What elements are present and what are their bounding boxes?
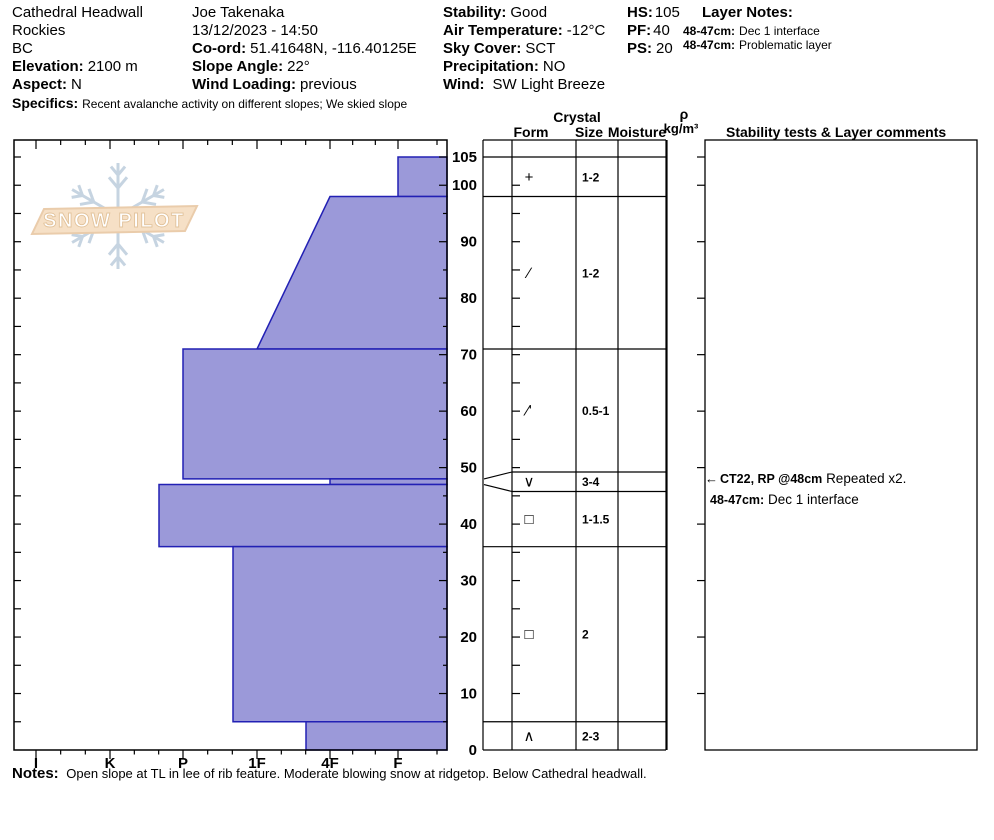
hs-total-depth: HS: 105: [627, 4, 680, 21]
svg-text:□: □: [524, 511, 533, 528]
axis-labels: 0 10 20 30 40 50 60 70 80 90 100 105 I K P 1F 4F F: [34, 149, 477, 772]
sky-cover: Sky Cover: SCT: [443, 40, 556, 57]
svg-text:90: 90: [460, 234, 477, 251]
svg-text:1-2: 1-2: [582, 170, 600, 184]
aspect: Aspect: N: [12, 76, 82, 93]
stability-test-result: ← CT22, RP @48cm Repeated x2.: [705, 471, 907, 486]
wind-loading: Wind Loading: previous: [192, 76, 357, 93]
left-arrow-icon: ←: [705, 471, 718, 486]
stability: Stability: Good: [443, 4, 548, 21]
svg-text:□: □: [524, 626, 533, 643]
svg-text:1F: 1F: [248, 755, 266, 772]
datetime: 13/12/2023 - 14:50: [192, 22, 318, 39]
svg-text:+: +: [525, 169, 534, 186]
svg-text:70: 70: [460, 347, 477, 364]
col-header-density-rho: ρ: [679, 106, 689, 122]
crystal-table-grid: [482, 139, 978, 751]
layer-note-item: 48-47cm: Dec 1 interface: [683, 24, 820, 38]
svg-text:F: F: [393, 755, 402, 772]
snowpilot-watermark: SNOW PILOT: [30, 163, 199, 269]
svg-text:3-4: 3-4: [582, 475, 600, 489]
pit-notes: Notes: Open slope at TL in lee of rib fe…: [12, 765, 647, 782]
svg-text:10: 10: [460, 686, 477, 703]
hardness-layers: [158, 156, 448, 751]
precipitation: Precipitation: NO: [443, 58, 566, 75]
svg-text:2-3: 2-3: [582, 729, 600, 743]
crystal-form-symbols: +1-2 ∕ 1-2 ∕ʹ 0.5-1 ∨ 3-4 □ 1-1.5 □ 2 ∧ 2-3: [522, 169, 609, 745]
col-header-form: Form: [513, 124, 549, 140]
svg-text:1-1.5: 1-1.5: [582, 513, 610, 527]
col-header-density-units: kg/m³: [663, 121, 699, 136]
svg-text:I: I: [34, 755, 38, 772]
col-header-size: Size: [574, 124, 603, 140]
svg-text:60: 60: [460, 403, 477, 420]
coordinates: Co-ord: 51.41648N, -116.40125E: [192, 40, 417, 57]
col-header-stability-comments: Stability tests & Layer comments: [726, 124, 947, 140]
svg-text:∧: ∧: [524, 728, 535, 745]
layer-comment: 48-47cm: Dec 1 interface: [710, 492, 859, 507]
svg-text:K: K: [105, 755, 116, 772]
region: BC: [12, 40, 33, 57]
elevation: Elevation: 2100 m: [12, 58, 138, 75]
layer-notes-title: Layer Notes:: [702, 4, 793, 21]
svg-text:80: 80: [460, 290, 477, 307]
svg-text:20: 20: [460, 629, 477, 646]
svg-text:1-2: 1-2: [582, 266, 600, 280]
svg-text:0.5-1: 0.5-1: [582, 404, 610, 418]
plot-frame-and-ticks: [13, 139, 448, 759]
svg-text:30: 30: [460, 573, 477, 590]
wind: Wind: SW Light Breeze: [443, 76, 606, 93]
layer-note-item: 48-47cm: Problematic layer: [683, 38, 832, 52]
svg-text:∕: ∕: [524, 265, 533, 282]
pit-name: Cathedral Headwall: [12, 4, 143, 21]
svg-text:105: 105: [452, 149, 477, 166]
svg-text:40: 40: [460, 516, 477, 533]
svg-text:2: 2: [582, 628, 589, 642]
svg-text:0: 0: [469, 742, 477, 759]
svg-text:50: 50: [460, 460, 477, 477]
svg-text:P: P: [178, 755, 188, 772]
svg-text:∕ʹ: ∕ʹ: [522, 403, 532, 420]
slope-angle: Slope Angle: 22°: [192, 58, 310, 75]
col-header-moisture: Moisture: [607, 124, 667, 140]
col-header-crystal: Crystal: [553, 109, 601, 125]
ps-profile-start: PS: 20: [627, 40, 673, 57]
range: Rockies: [12, 22, 66, 39]
air-temperature: Air Temperature: -12°C: [443, 22, 606, 39]
svg-text:100: 100: [452, 177, 477, 194]
svg-text:SNOW PILOT: SNOW PILOT: [43, 210, 185, 232]
specifics: Specifics: Recent avalanche activity on d…: [12, 95, 408, 111]
observer: Joe Takenaka: [192, 4, 285, 21]
svg-text:∨: ∨: [524, 474, 535, 491]
svg-text:4F: 4F: [321, 755, 339, 772]
pf-pit-foot: PF: 40: [627, 22, 670, 39]
